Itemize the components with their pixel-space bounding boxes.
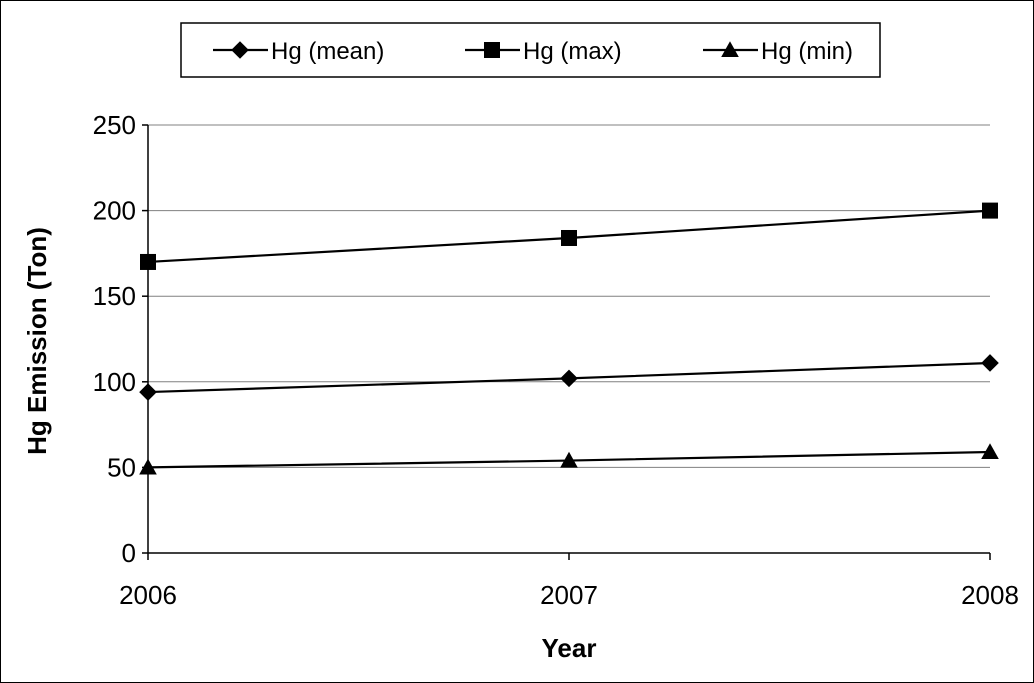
data-point-diamond xyxy=(139,383,157,401)
data-point-square xyxy=(140,253,156,270)
y-tick-labels: 0 50 100 150 200 250 xyxy=(93,110,136,568)
y-tick-label: 150 xyxy=(93,281,136,311)
legend-label: Hg (min) xyxy=(761,38,853,65)
data-point-triangle xyxy=(560,451,578,468)
x-tick-label: 2008 xyxy=(961,580,1019,610)
legend-entry: Hg (mean) xyxy=(213,38,384,65)
y-tick-label: 100 xyxy=(93,367,136,397)
legend-marker-square xyxy=(484,42,500,58)
axes xyxy=(147,125,990,554)
legend-label: Hg (mean) xyxy=(271,38,384,65)
legend-marker-diamond xyxy=(231,41,249,59)
legend-entry: Hg (min) xyxy=(703,38,853,65)
y-tick-label: 0 xyxy=(122,538,136,568)
series-square xyxy=(140,202,998,270)
legend-marker-triangle xyxy=(721,41,739,58)
data-series xyxy=(139,202,999,475)
data-point-square xyxy=(561,229,577,246)
legend-label: Hg (max) xyxy=(523,38,622,65)
data-point-triangle xyxy=(139,458,157,475)
y-tick-label: 200 xyxy=(93,196,136,226)
x-tick-label: 2007 xyxy=(540,580,598,610)
y-tick-label: 250 xyxy=(93,110,136,140)
data-point-square xyxy=(982,202,998,219)
legend-entry: Hg (max) xyxy=(465,38,622,65)
gridlines xyxy=(142,124,990,554)
x-axis-title: Year xyxy=(542,633,597,663)
data-point-diamond xyxy=(981,354,999,372)
legend-box xyxy=(180,22,881,78)
x-tick-labels: 2006 2007 2008 xyxy=(119,553,1019,610)
series-diamond xyxy=(139,354,999,401)
series-triangle xyxy=(139,443,999,475)
y-axis-title: Hg Emission (Ton) xyxy=(22,227,52,455)
y-tick-label: 50 xyxy=(107,452,136,482)
legend: Hg (mean) Hg (max) Hg (min) xyxy=(180,22,881,78)
data-point-triangle xyxy=(981,443,999,460)
x-tick-label: 2006 xyxy=(119,580,177,610)
data-point-diamond xyxy=(560,369,578,388)
